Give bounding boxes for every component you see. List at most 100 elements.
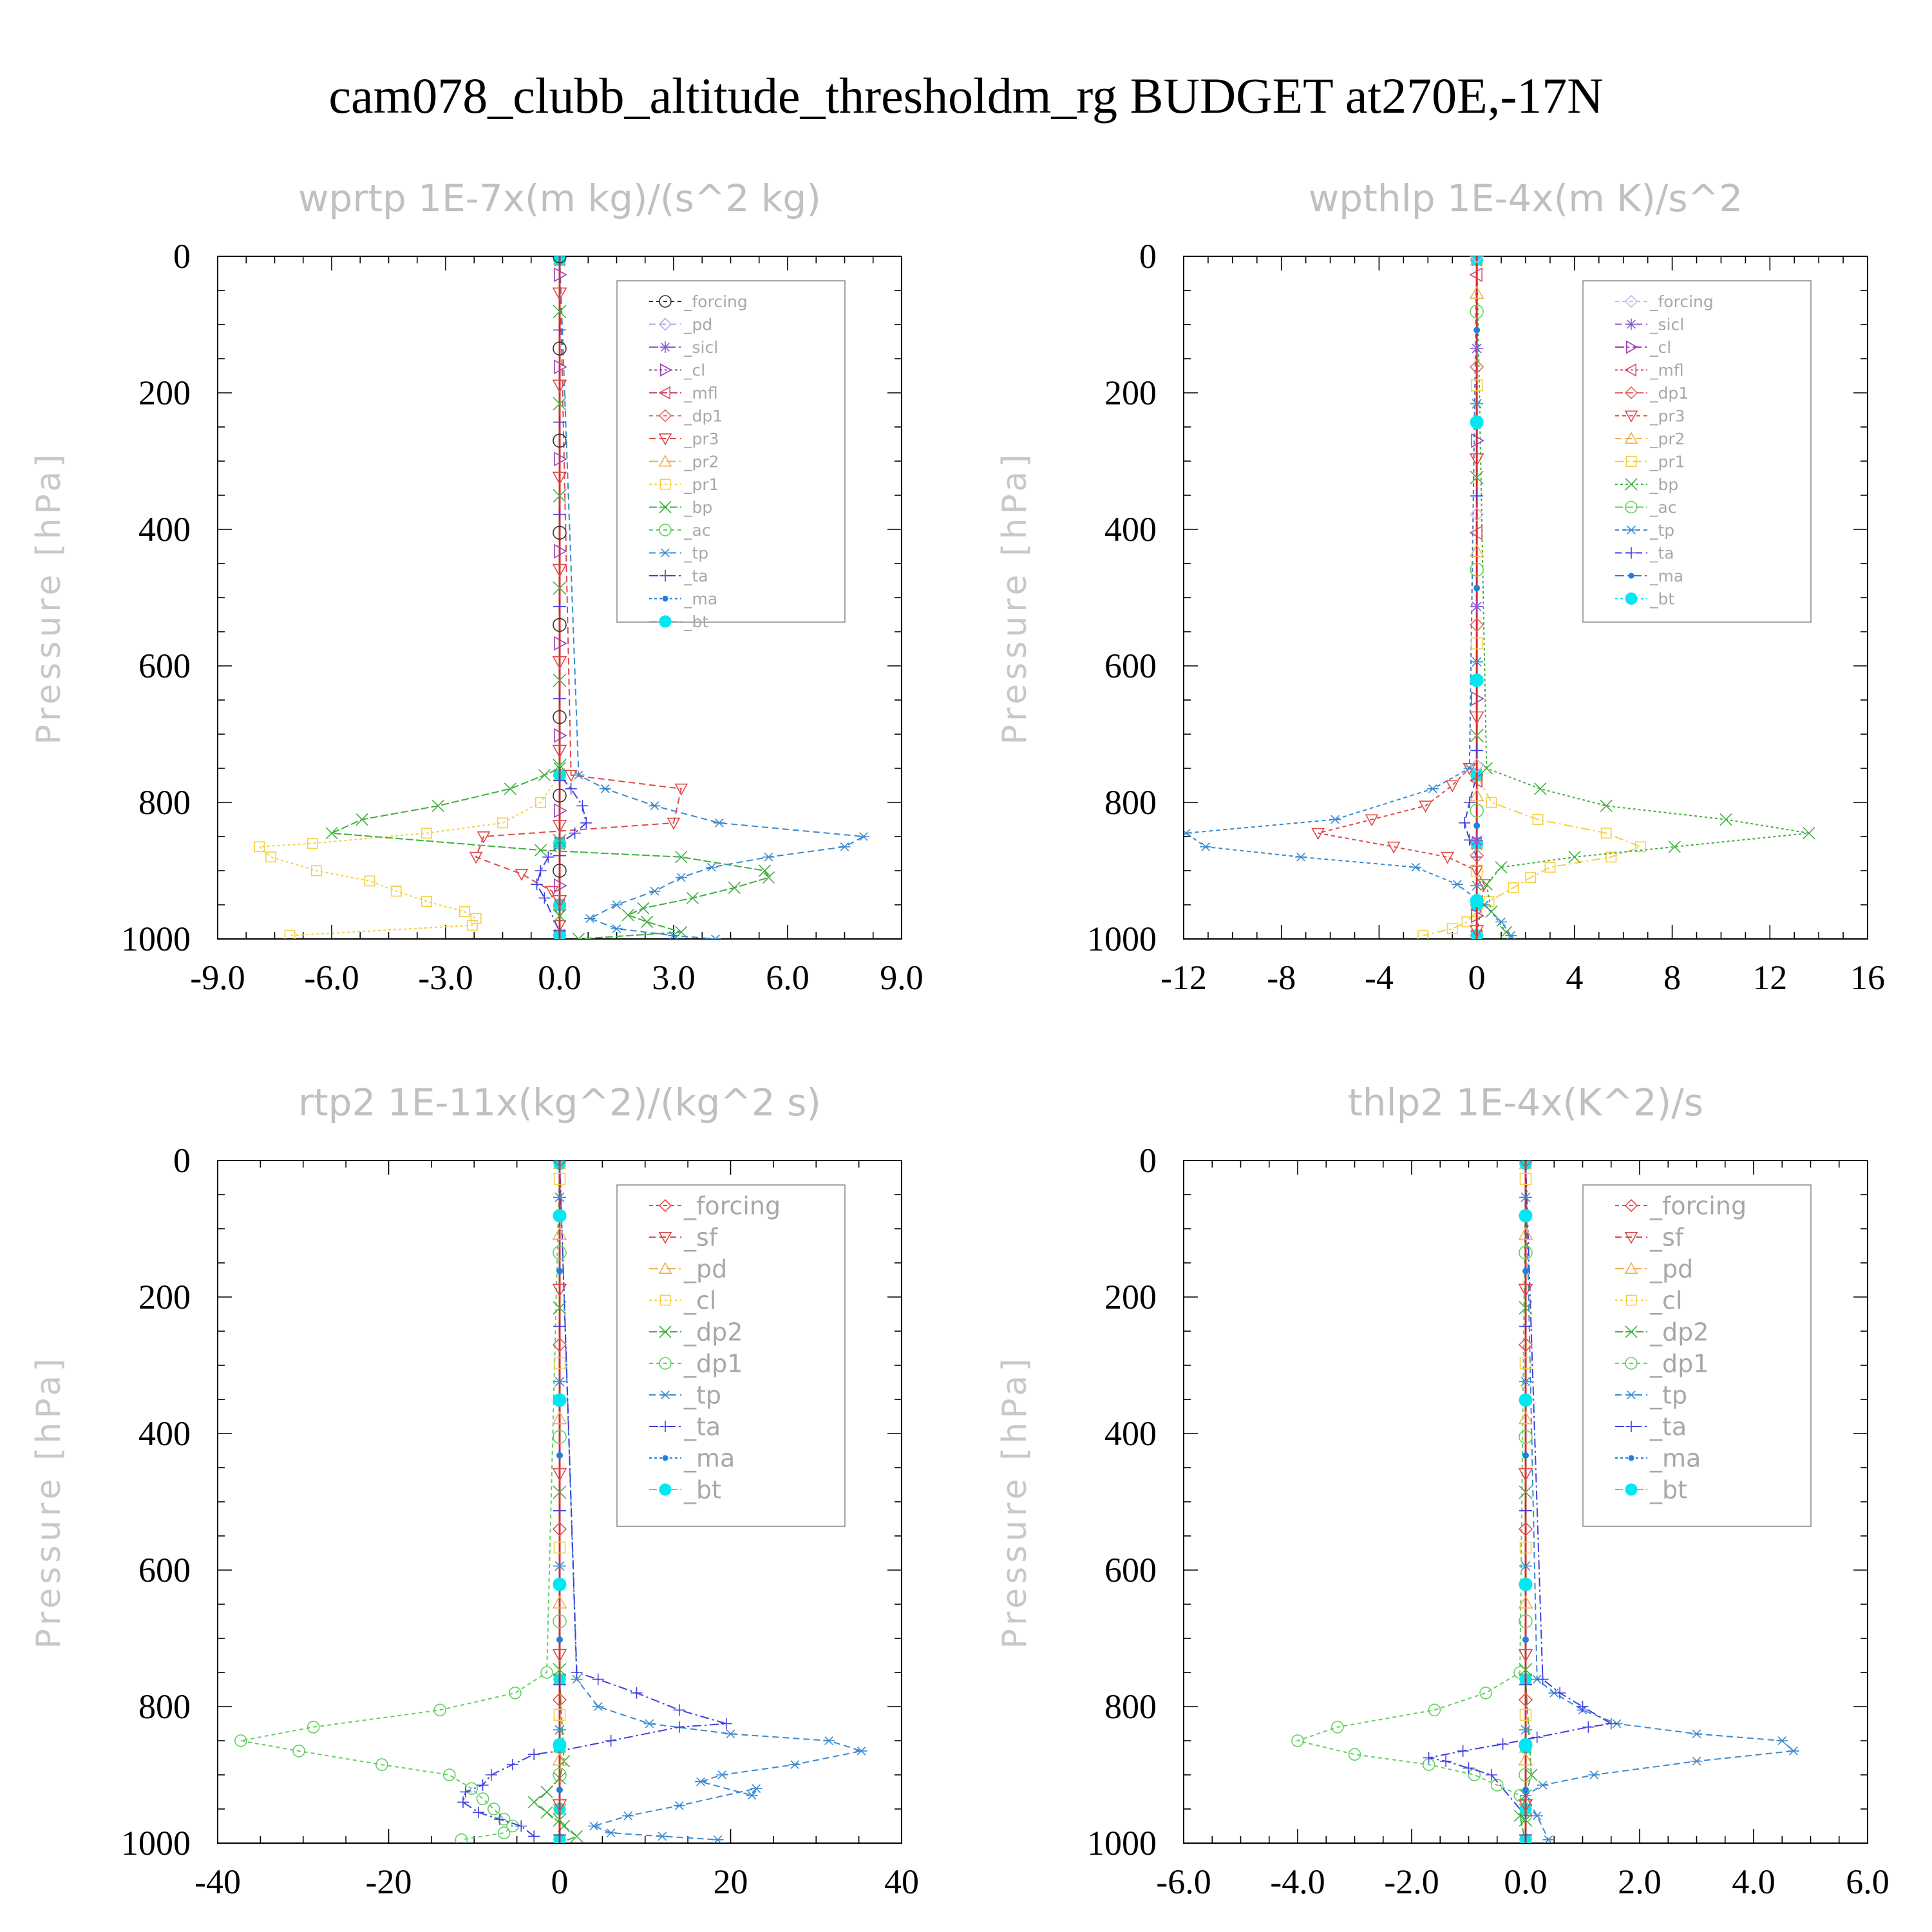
profile-marker bbox=[1518, 1595, 1533, 1609]
y-tick-label: 0 bbox=[1139, 1141, 1157, 1180]
legend-entry: _tp bbox=[1615, 521, 1674, 540]
y-tick-label: 0 bbox=[173, 1141, 191, 1180]
legend-label: _dp1 bbox=[1649, 1349, 1709, 1378]
profile-marker bbox=[1469, 788, 1484, 802]
data-point bbox=[621, 909, 634, 922]
profile-marker bbox=[1469, 267, 1482, 282]
data-point bbox=[675, 873, 687, 882]
data-point bbox=[1446, 923, 1458, 934]
profile-marker bbox=[1518, 1522, 1533, 1537]
legend-label: _mfl bbox=[1649, 361, 1684, 379]
profile-marker bbox=[553, 415, 566, 429]
plot-area bbox=[234, 1160, 867, 1843]
series-line bbox=[559, 256, 866, 939]
series-line bbox=[331, 256, 770, 939]
x-tick-label: -12 bbox=[1160, 958, 1207, 997]
profile-marker bbox=[1469, 773, 1482, 788]
legend-entry: _dp1 bbox=[649, 406, 723, 425]
profile-marker bbox=[1519, 1376, 1532, 1387]
x-tick-label: 8 bbox=[1663, 958, 1681, 997]
profile-marker bbox=[553, 507, 566, 521]
legend-entry: _pr3 bbox=[1615, 406, 1685, 425]
data-point bbox=[364, 875, 375, 887]
profile-marker bbox=[552, 1160, 567, 1168]
profile-marker bbox=[1469, 544, 1484, 557]
profile-marker bbox=[553, 1301, 567, 1315]
legend-label: _tp bbox=[1649, 521, 1674, 540]
y-tick-label: 800 bbox=[1104, 1687, 1157, 1726]
profile-marker bbox=[1471, 433, 1484, 448]
profile-marker bbox=[552, 379, 567, 393]
legend-label: _dp2 bbox=[1649, 1318, 1709, 1346]
y-axis-label: Pressure [hPa] bbox=[996, 451, 1034, 745]
legend-entry: _cl bbox=[1615, 1286, 1682, 1314]
x-tick-label: 4 bbox=[1566, 958, 1583, 997]
profile-marker bbox=[553, 1709, 566, 1721]
legend-marker bbox=[1625, 500, 1638, 514]
profile-marker bbox=[553, 1577, 567, 1591]
data-point bbox=[1441, 851, 1454, 864]
profile-marker bbox=[1473, 822, 1481, 829]
data-point bbox=[858, 832, 869, 841]
legend-label: _forcing bbox=[683, 292, 748, 311]
legend-label: _ta bbox=[1649, 544, 1674, 562]
legend-marker bbox=[1624, 294, 1638, 308]
profile-marker bbox=[553, 341, 567, 355]
legend-entry: _ma bbox=[1615, 1444, 1701, 1472]
profile-marker bbox=[552, 1692, 567, 1707]
legend-label: _mfl bbox=[683, 384, 718, 402]
profile-marker bbox=[556, 1452, 563, 1459]
data-point bbox=[588, 1821, 600, 1831]
data-point bbox=[667, 817, 681, 830]
data-point bbox=[1463, 797, 1475, 808]
legend-marker bbox=[658, 1262, 672, 1274]
data-point bbox=[762, 852, 775, 862]
x-tick-label: 6.0 bbox=[1846, 1862, 1889, 1901]
profile-marker bbox=[1470, 507, 1484, 522]
legend-entry: _bt bbox=[649, 612, 708, 631]
data-point bbox=[630, 1687, 643, 1699]
data-point bbox=[538, 892, 551, 904]
figure-title: cam078_clubb_altitude_thresholdm_rg BUDG… bbox=[328, 68, 1603, 124]
x-tick-label: 12 bbox=[1752, 958, 1787, 997]
data-point bbox=[1485, 1769, 1497, 1781]
data-point bbox=[573, 770, 585, 780]
legend-marker bbox=[658, 1232, 672, 1244]
profile-marker bbox=[1469, 453, 1484, 467]
profile-marker bbox=[1470, 359, 1484, 374]
data-point bbox=[1480, 878, 1493, 891]
y-tick-label: 1000 bbox=[121, 1824, 191, 1862]
legend-label: _cl bbox=[683, 361, 705, 379]
legend-label: _pd bbox=[683, 315, 712, 334]
profile-marker bbox=[554, 359, 567, 375]
profile-marker bbox=[1522, 1786, 1529, 1794]
series-line bbox=[258, 256, 560, 936]
legend-marker bbox=[1628, 573, 1634, 579]
data-point bbox=[538, 769, 551, 782]
series-tp bbox=[554, 256, 869, 939]
profile-marker bbox=[552, 1649, 567, 1663]
data-point bbox=[823, 1736, 835, 1745]
data-point bbox=[1428, 1703, 1441, 1717]
profile-marker bbox=[553, 489, 567, 503]
legend-label: _bt bbox=[683, 612, 708, 631]
plot-area bbox=[1291, 1160, 1799, 1843]
profile-marker bbox=[553, 1393, 567, 1407]
profile-marker bbox=[1470, 834, 1484, 848]
data-point bbox=[728, 881, 741, 895]
data-point bbox=[1690, 1729, 1703, 1739]
legend-label: _sicl bbox=[683, 338, 718, 357]
y-tick-label: 400 bbox=[1104, 1414, 1157, 1453]
profile-marker bbox=[1470, 880, 1484, 891]
data-point bbox=[485, 1769, 497, 1781]
legend-label: _pr2 bbox=[683, 452, 719, 471]
legend-marker bbox=[1624, 1262, 1638, 1274]
data-point bbox=[1331, 1721, 1344, 1734]
zero-profile-markers bbox=[552, 1160, 567, 1843]
data-point bbox=[1495, 917, 1508, 927]
x-tick-label: -4.0 bbox=[1270, 1862, 1325, 1901]
legend-marker bbox=[659, 1421, 671, 1432]
profile-marker bbox=[1519, 1813, 1533, 1827]
profile-marker bbox=[1522, 1636, 1529, 1643]
